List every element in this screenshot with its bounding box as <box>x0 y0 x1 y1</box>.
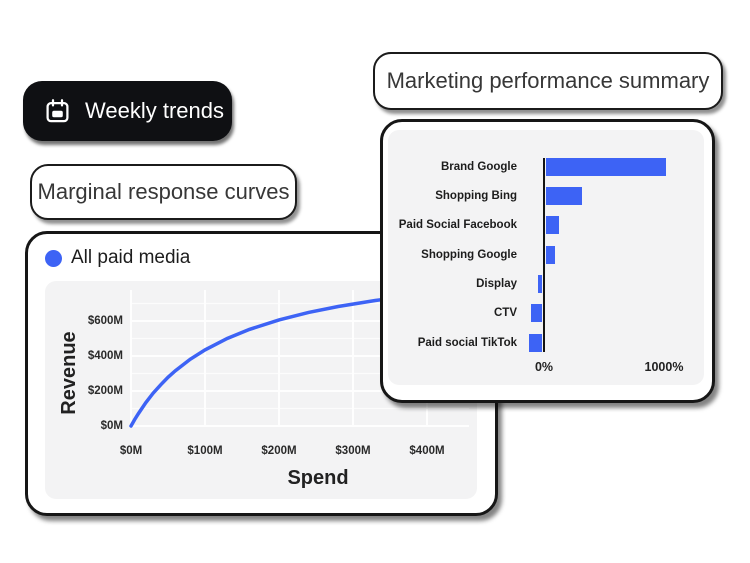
bar-rect <box>545 157 666 176</box>
bar-rect <box>528 333 543 352</box>
x-tick-label: $200M <box>261 445 297 457</box>
bar-category-label: Paid social TikTok <box>417 336 517 349</box>
bar-x-tick-label: 0% <box>534 360 554 374</box>
bar-rect <box>537 275 543 294</box>
legend-dot-icon <box>45 249 62 267</box>
marginal-response-curves-title: Marginal response curves <box>30 164 297 220</box>
bar-rect <box>545 187 582 206</box>
x-tick-label: $400M <box>409 445 445 457</box>
bar-rect <box>531 304 543 323</box>
bar-category-label: Paid Social Facebook <box>398 219 517 232</box>
bar-category-label: Shopping Bing <box>435 190 517 203</box>
bar-rect <box>545 216 559 235</box>
bar-axis-line <box>542 157 546 352</box>
weekly-trends-chip: Weekly trends <box>23 81 232 141</box>
y-tick-label: $200M <box>87 385 123 397</box>
bar-chart-panel: Brand Google Shopping Bing Paid Social Fac… <box>388 130 704 385</box>
bar-x-tick-label: 1000% <box>644 360 684 374</box>
y-tick-label: $600M <box>87 315 123 327</box>
bar-category-label: Shopping Google <box>421 248 517 261</box>
x-tick-label: $0M <box>119 445 143 457</box>
y-tick-label: $400M <box>87 350 123 362</box>
bar-category-label: Display <box>476 278 517 291</box>
calendar-icon <box>46 98 69 122</box>
y-tick-label: $0M <box>100 420 123 432</box>
weekly-trends-label: Weekly trends <box>85 98 224 123</box>
response-curve-path <box>129 292 429 428</box>
x-tick-label: $100M <box>187 445 223 457</box>
marketing-performance-summary-title: Marketing performance summary <box>373 52 723 110</box>
performance-summary-card: Brand Google Shopping Bing Paid Social Fac… <box>380 119 715 403</box>
bar-category-label: CTV <box>494 307 517 320</box>
legend-label: All paid media <box>71 247 191 268</box>
x-tick-label: $300M <box>335 445 371 457</box>
bar-category-label: Brand Google <box>440 160 517 173</box>
bar-rect <box>545 245 556 264</box>
x-axis-title: Spend <box>287 467 349 489</box>
legend-all-paid-media: All paid media <box>45 247 190 269</box>
